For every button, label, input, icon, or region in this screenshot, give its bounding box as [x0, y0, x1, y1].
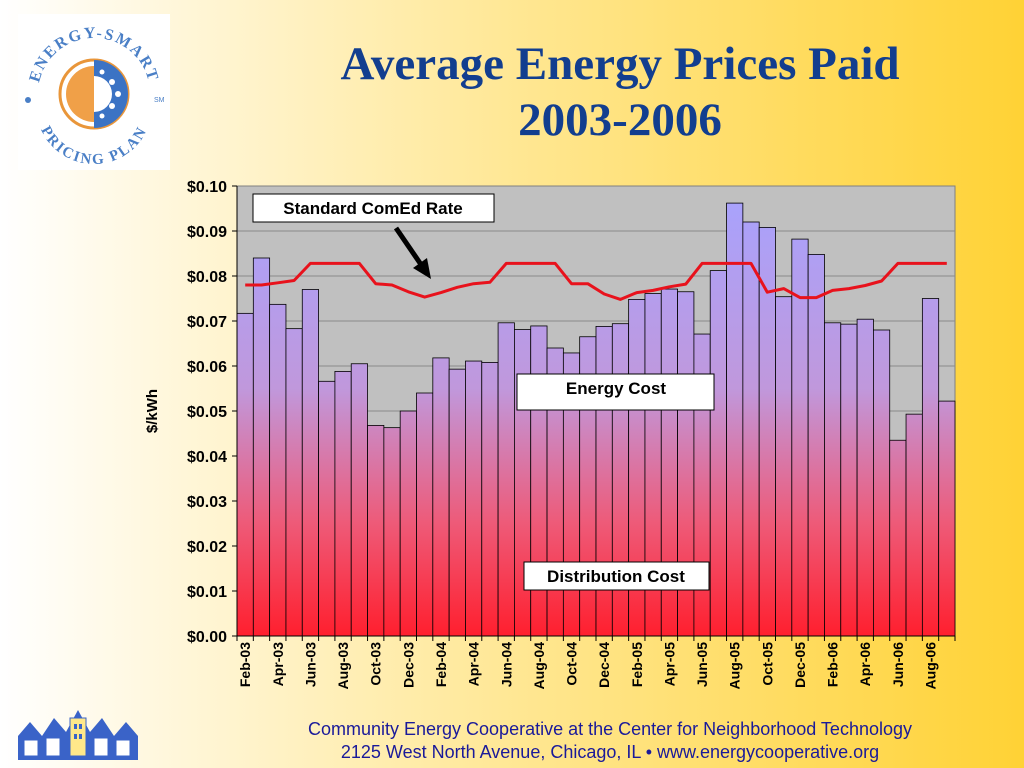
title-line-1: Average Energy Prices Paid — [340, 38, 900, 90]
energy-cost-bar — [269, 303, 287, 637]
x-axis-ticks: Feb-03 Apr-03 Jun-03 Aug-03 Oct-03 Dec-03 Feb-… — [236, 636, 956, 690]
x-tick-label: Dec-03 — [400, 642, 416, 688]
cooperative-houses-logo — [18, 710, 138, 760]
energy-cost-bar — [399, 410, 417, 637]
x-tick-label: Feb-06 — [825, 642, 841, 687]
y-tick-label: $0.10 — [187, 179, 227, 196]
energy-cost-bar — [285, 328, 303, 637]
energy-cost-bar — [481, 361, 499, 637]
energy-cost-bar — [742, 221, 760, 637]
energy-cost-bar — [758, 226, 776, 637]
x-tick-label: Aug-05 — [727, 642, 743, 690]
energy-cost-bar — [350, 363, 368, 637]
energy-cost-bar — [775, 296, 793, 637]
x-tick-label: Dec-04 — [596, 642, 612, 688]
energy-cost-bar — [856, 318, 874, 637]
energy-cost-bar — [383, 427, 401, 637]
energy-cost-bar — [709, 270, 727, 637]
slide-title: Average Energy Prices Paid 2003-2006 — [250, 36, 990, 148]
arrow-shaft — [393, 226, 425, 268]
distribution-cost-label-box — [523, 561, 710, 591]
energy-cost-bar — [318, 380, 336, 637]
x-tick-label: Aug-03 — [335, 642, 351, 690]
x-tick-label: Jun-06 — [890, 642, 906, 687]
x-tick-label: Aug-04 — [531, 642, 547, 690]
x-tick-label: Aug-06 — [923, 642, 939, 690]
energy-cost-bar — [938, 400, 956, 637]
energy-cost-bar — [448, 368, 466, 637]
energy-cost-label-box — [516, 373, 715, 411]
energy-cost-bar — [873, 329, 891, 637]
footer-line-2: 2125 West North Avenue, Chicago, IL • ww… — [340, 742, 880, 762]
energy-cost-bar — [807, 253, 825, 637]
x-tick-label: Feb-04 — [433, 642, 449, 687]
energy-cost-bar — [416, 392, 434, 637]
standard-rate-label-box — [252, 193, 495, 223]
energy-cost-bar — [367, 424, 385, 637]
y-tick-label: $0.01 — [187, 584, 227, 601]
energy-cost-bar — [432, 357, 450, 637]
svg-text:SM: SM — [154, 97, 165, 104]
x-tick-label: Apr-04 — [466, 642, 482, 687]
footer-line-1: Community Energy Cooperative at the Cent… — [307, 719, 912, 739]
y-tick-label: $0.05 — [187, 404, 227, 421]
energy-cost-bar — [301, 289, 319, 637]
energy-cost-bar — [921, 298, 940, 637]
standard-rate-label: Standard ComEd Rate — [283, 199, 462, 218]
arrow-head — [413, 258, 431, 279]
x-tick-label: Jun-05 — [694, 642, 710, 687]
energy-cost-bar — [905, 413, 923, 637]
y-tick-label: $0.06 — [187, 359, 227, 376]
energy-cost-bar — [334, 370, 352, 637]
y-tick-label: $0.08 — [187, 269, 227, 286]
energy-cost-bar — [840, 323, 858, 637]
x-tick-label: Apr-05 — [661, 642, 677, 687]
energy-cost-bar — [252, 257, 271, 637]
energy-cost-bar — [889, 439, 907, 637]
energy-cost-label: Energy Cost — [566, 379, 666, 398]
title-line-2: 2003-2006 — [518, 94, 722, 146]
y-axis-label: $/kWh — [144, 389, 161, 433]
x-tick-label: Feb-05 — [629, 642, 645, 687]
energy-cost-bar — [824, 322, 842, 637]
x-tick-label: Oct-04 — [564, 642, 580, 686]
y-tick-label: $0.03 — [187, 494, 227, 511]
energy-cost-bar — [726, 202, 744, 637]
x-tick-label: Apr-03 — [270, 642, 286, 687]
y-axis-ticks: $0.00 $0.01 $0.02 $0.03 $0.04 $0.05 $0.06 $0.07… — [187, 179, 237, 646]
energy-cost-bar — [236, 312, 254, 637]
y-tick-label: $0.00 — [187, 629, 227, 646]
standard-rate-line — [245, 261, 947, 301]
distribution-cost-label: Distribution Cost — [547, 567, 685, 586]
y-tick-label: $0.04 — [187, 449, 227, 466]
energy-smart-logo: ENERGY-SMART PRICING PLAN SM — [18, 14, 170, 170]
sun-icon — [58, 58, 130, 130]
x-tick-label: Oct-03 — [368, 642, 384, 686]
x-tick-label: Jun-04 — [498, 642, 514, 687]
x-tick-label: Feb-03 — [237, 642, 253, 687]
x-tick-label: Apr-06 — [857, 642, 873, 687]
footer: Community Energy Cooperative at the Cent… — [260, 718, 960, 764]
y-tick-label: $0.09 — [187, 224, 227, 241]
x-tick-label: Jun-03 — [302, 642, 318, 687]
x-tick-label: Dec-05 — [792, 642, 808, 688]
y-tick-label: $0.07 — [187, 314, 227, 331]
x-tick-label: Oct-05 — [759, 642, 775, 686]
energy-cost-bar — [465, 360, 483, 637]
energy-cost-bar — [497, 322, 515, 637]
y-tick-label: $0.02 — [187, 539, 227, 556]
